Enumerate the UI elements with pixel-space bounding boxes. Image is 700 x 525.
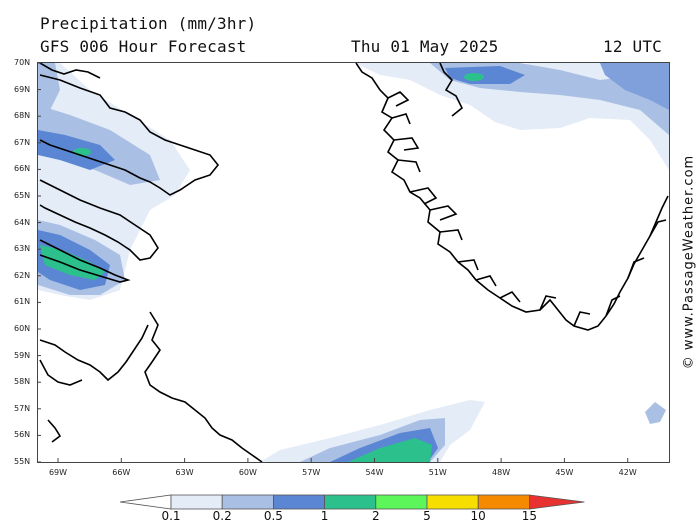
latitude-label: 58N [14,377,31,387]
legend-tick-label: 0.2 [212,509,232,523]
coastline-labrador-south [39,359,83,386]
latitude-label: 56N [14,430,31,440]
coastline-baffin-south [39,179,159,261]
coastline-baffin-top [39,63,101,79]
legend-tick-label: 0.5 [263,509,283,523]
product-title: Precipitation (mm/3hr) [40,14,257,33]
longitude-label: 45W [555,468,574,477]
precip-area-greenland-ne-3 [445,66,525,84]
precip-cell-south [348,438,432,462]
legend-swatch [170,494,223,510]
precip-cell-labrador [40,245,105,280]
longitude-label: 42W [618,468,637,477]
precipitation-field [38,63,669,462]
latitude-label: 68N [14,111,31,121]
precip-area-west-edge [38,63,60,120]
legend-swatch [426,494,479,510]
legend-swatch [221,494,274,510]
legend-swatch [119,494,172,510]
coastlines [39,63,669,462]
legend-tick-label: 10 [470,509,486,523]
longitude-label: 69W [48,468,68,477]
forecast-time: 12 UTC [603,37,662,56]
latitude-label: 55N [14,457,31,466]
latitude-label: 70N [14,58,31,67]
latitude-label: 59N [14,350,31,360]
legend-swatch [477,494,530,510]
legend-tick-label: 5 [423,509,431,523]
longitude-label: 57W [302,468,321,477]
coastline-baffin [39,74,220,196]
latitude-label: 65N [14,191,31,200]
precip-cell-southeast [645,402,666,424]
longitude-label: 60W [238,468,257,477]
longitude-ticks [57,458,629,462]
legend-tick-label: 2 [371,509,380,523]
coastline-greenland-fjords [387,91,667,327]
legend-swatch [324,494,377,510]
latitude-label: 64N [14,217,31,227]
latitude-ticks [37,62,41,463]
precip-area-ne-corner [600,63,669,110]
legend-tick-label: 1 [320,509,329,523]
coastline-ungava [39,324,149,382]
legend-swatch [375,494,428,510]
coastline-greenland-north [439,63,464,117]
legend-swatch [529,494,585,510]
latitude-label: 69N [14,84,31,94]
longitude-label: 63W [175,468,194,477]
coastline-west-small [47,419,62,443]
latitude-label: 57N [14,403,31,413]
coastline-greenland-west [355,63,669,331]
legend-tick-label: 0.1 [161,509,181,523]
latitude-label: 61N [14,297,31,307]
latitude-label: 60N [14,324,31,333]
model-run-label: GFS 006 Hour Forecast [40,37,247,56]
longitude-label: 48W [492,468,511,477]
longitude-label: 54W [365,468,384,477]
coastline-labrador [144,311,263,462]
forecast-date: Thu 01 May 2025 [351,37,499,56]
longitude-label: 66W [112,468,131,477]
precip-cell-greenland-ne [464,73,484,81]
longitude-label: 51W [428,468,447,477]
legend-tick-label: 15 [521,509,538,523]
latitude-label: 63N [14,244,31,254]
forecast-header: GFS 006 Hour Forecast Thu 01 May 2025 12… [40,37,662,56]
legend-swatch [272,494,325,510]
latitude-label: 66N [14,164,31,174]
latitude-label: 62N [14,270,31,280]
coastline-hudson-strait [39,239,131,283]
latitude-label: 67N [14,137,31,147]
